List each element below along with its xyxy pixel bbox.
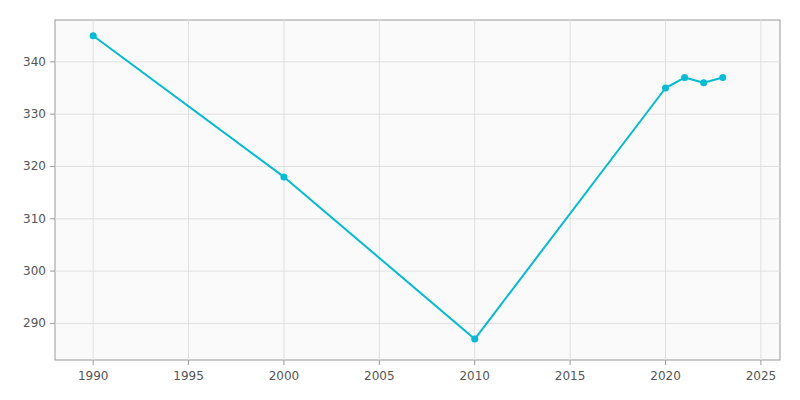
y-grid-line: [55, 114, 780, 115]
x-tick-label: 2025: [746, 369, 777, 383]
x-grid-line: [283, 20, 284, 360]
y-grid-line: [55, 166, 780, 167]
point: [681, 74, 688, 81]
y-tick-label: 310: [23, 212, 46, 226]
y-tick-label: 320: [23, 159, 46, 173]
x-grid-line: [188, 20, 189, 360]
y-tick: [50, 271, 55, 272]
y-tick: [50, 323, 55, 324]
line: [93, 36, 723, 339]
y-tick: [50, 114, 55, 115]
point: [700, 79, 707, 86]
y-tick-label: 290: [23, 316, 46, 330]
y-tick-label: 340: [23, 55, 46, 69]
y-tick-label: 300: [23, 264, 46, 278]
y-grid-line: [55, 61, 780, 62]
y-tick: [50, 61, 55, 62]
x-grid-line: [379, 20, 380, 360]
grid: [50, 20, 780, 365]
x-tick-label: 2010: [459, 369, 490, 383]
x-tick: [474, 360, 475, 365]
x-tick: [93, 360, 94, 365]
x-tick-label: 2005: [364, 369, 395, 383]
point: [719, 74, 726, 81]
plot-frame: [55, 20, 780, 360]
x-tick: [379, 360, 380, 365]
x-tick: [283, 360, 284, 365]
x-tick-label: 2020: [650, 369, 681, 383]
x-tick: [570, 360, 571, 365]
x-grid-line: [93, 20, 94, 360]
x-tick-label: 2015: [555, 369, 586, 383]
x-grid-line: [570, 20, 571, 360]
x-tick: [665, 360, 666, 365]
point: [662, 85, 669, 92]
x-tick-label: 2000: [269, 369, 300, 383]
y-tick-label: 330: [23, 107, 46, 121]
chart: 1990 1995 2000 2005 2010 2015 2020 2025 290 300 31…: [0, 0, 800, 400]
x-tick: [760, 360, 761, 365]
point: [471, 336, 478, 343]
y-grid-line: [55, 218, 780, 219]
y-tick: [50, 218, 55, 219]
y-grid-line: [55, 323, 780, 324]
x-tick-label: 1990: [78, 369, 109, 383]
x-grid-line: [474, 20, 475, 360]
point: [280, 173, 287, 180]
x-grid-line: [760, 20, 761, 360]
x-tick: [188, 360, 189, 365]
plot-area: [90, 32, 727, 342]
y-grid-line: [55, 271, 780, 272]
x-grid-line: [665, 20, 666, 360]
tick-labels: 1990 1995 2000 2005 2010 2015 2020 2025 290 300 31…: [23, 55, 776, 383]
y-tick: [50, 166, 55, 167]
x-tick-label: 1995: [173, 369, 204, 383]
point: [90, 32, 97, 39]
